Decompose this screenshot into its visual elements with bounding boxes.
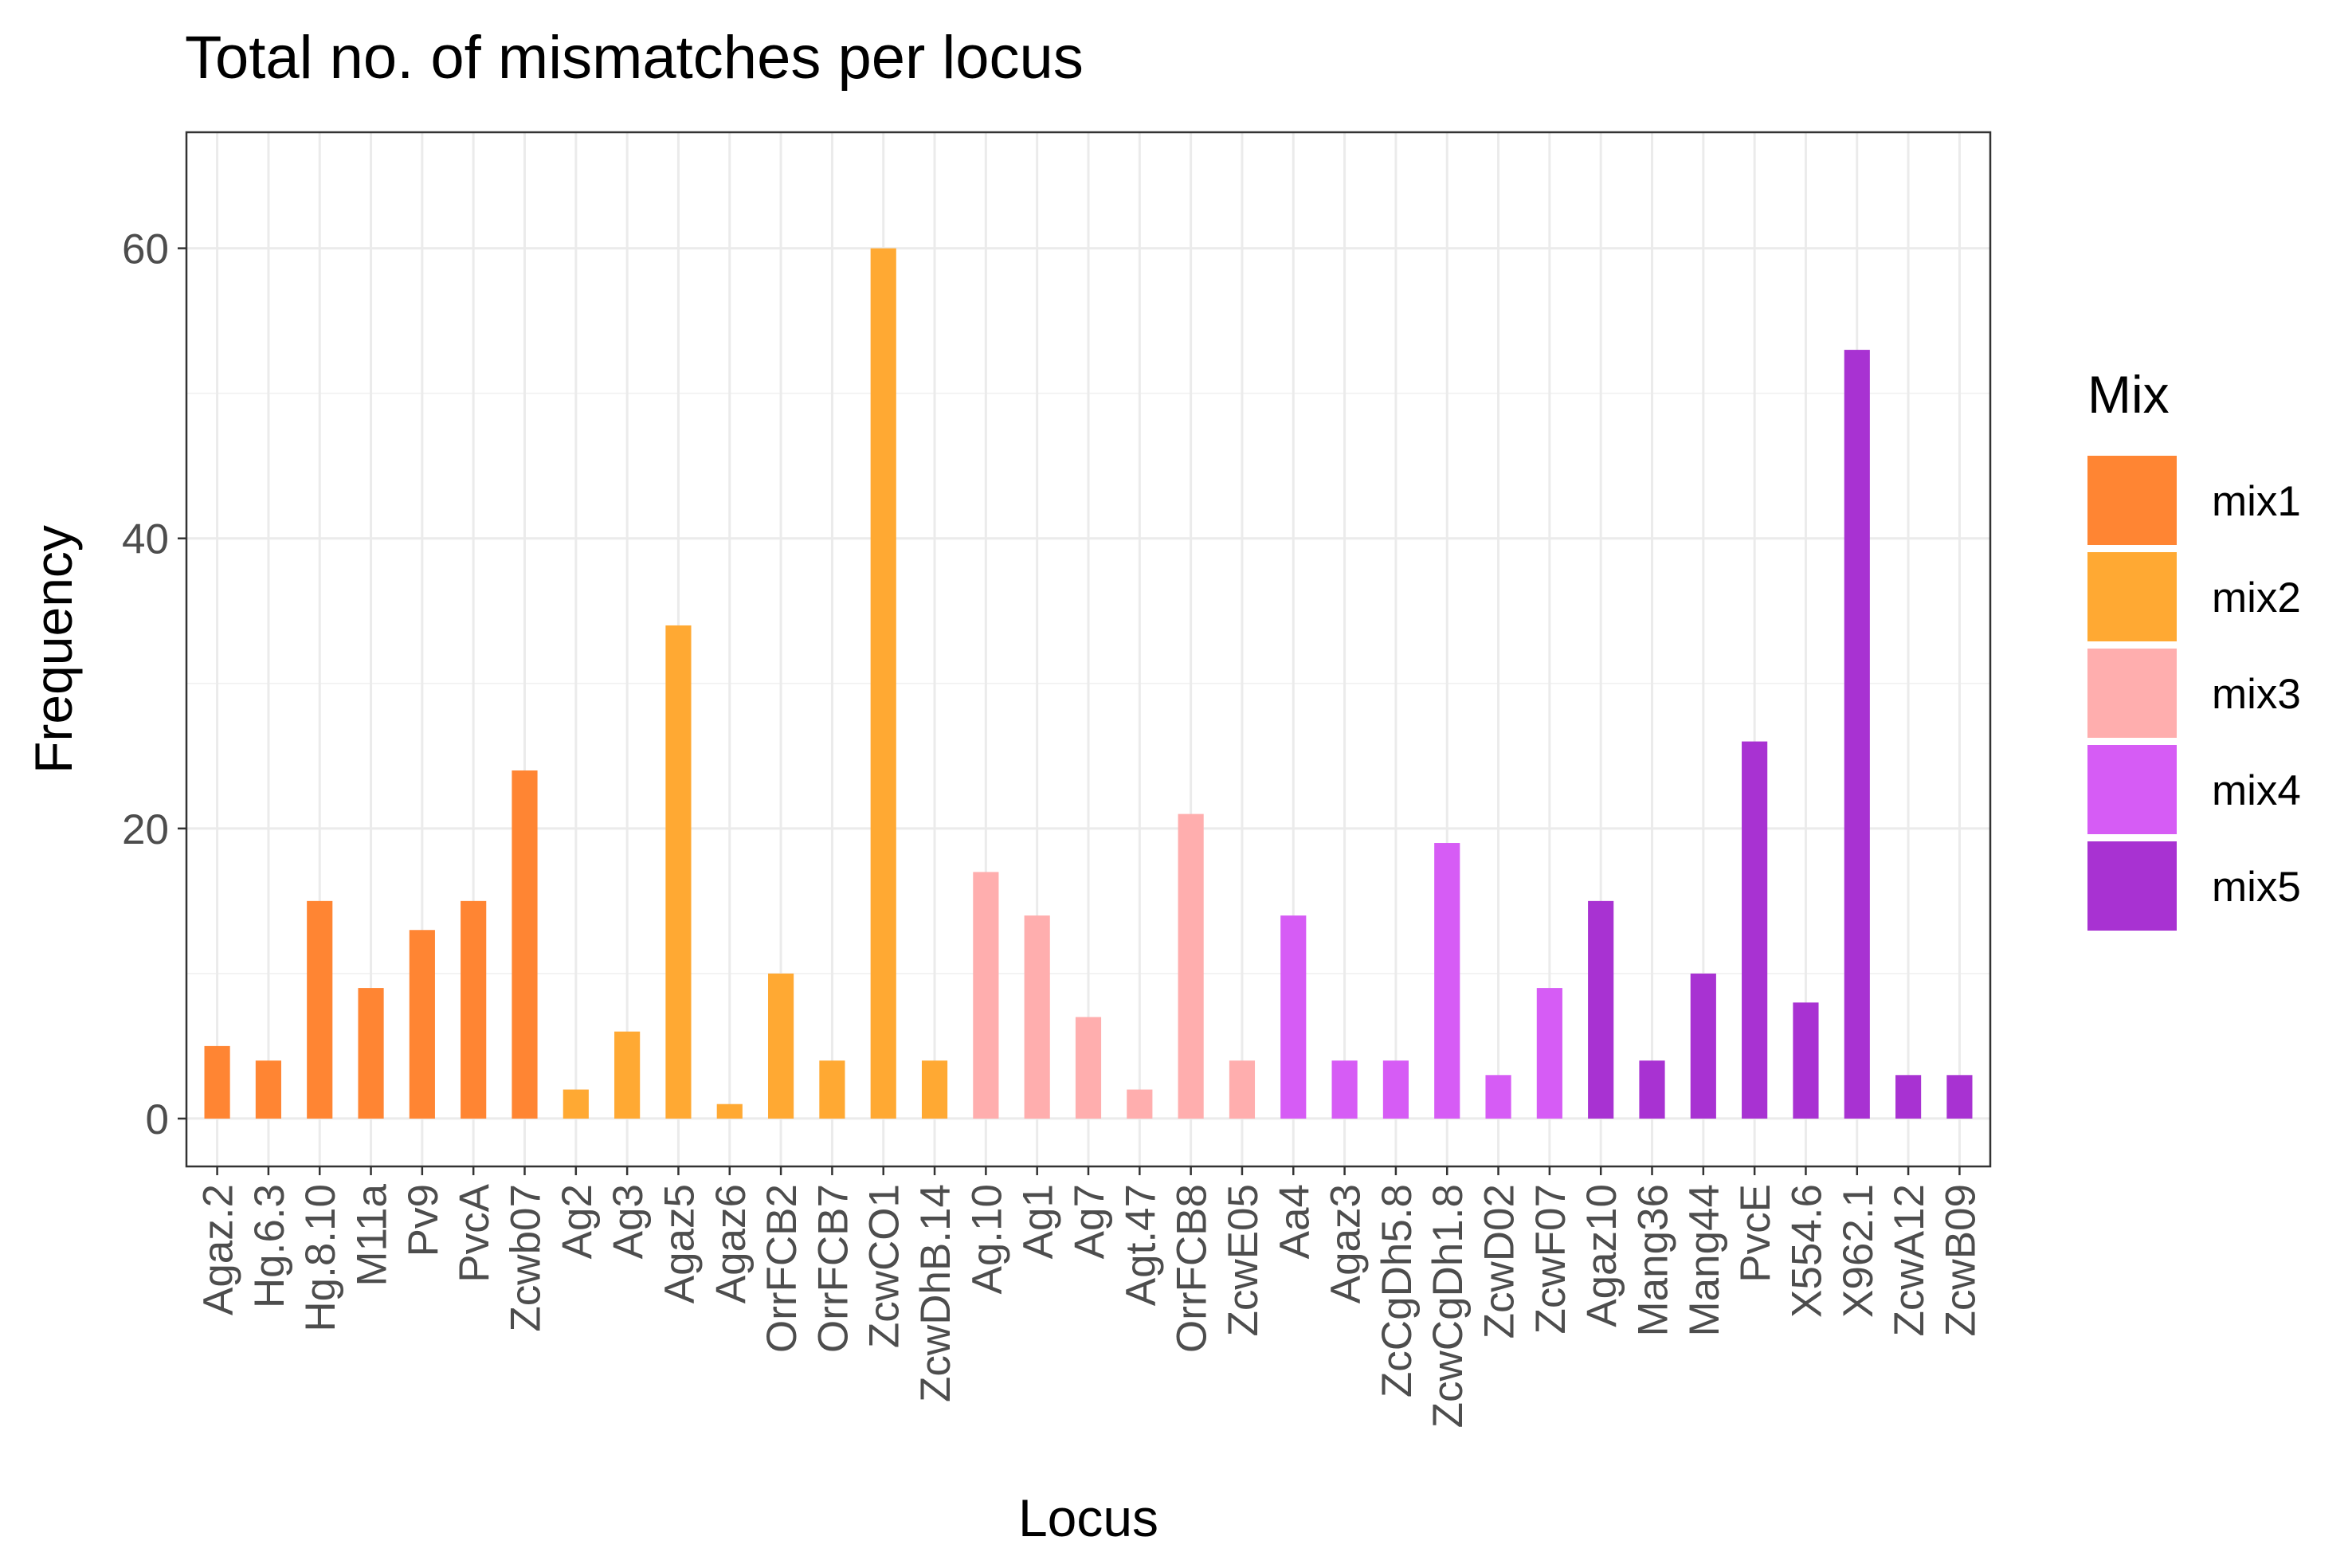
- bar: [716, 1103, 743, 1119]
- bar: [1127, 1089, 1153, 1119]
- bar: [409, 930, 435, 1119]
- bars: [204, 248, 1973, 1119]
- bar: [1742, 741, 1768, 1119]
- bar: [204, 1045, 230, 1119]
- legend-label: mix2: [2212, 574, 2301, 621]
- x-axis-title: Locus: [1018, 1488, 1158, 1547]
- legend-swatch: [2087, 456, 2177, 545]
- x-tick-label: M11a: [349, 1183, 396, 1286]
- legend-label: mix4: [2212, 767, 2301, 814]
- x-tick-label: Agaz6: [708, 1184, 755, 1303]
- x-tick-label: Agaz.2: [195, 1184, 242, 1315]
- bar: [870, 248, 896, 1119]
- x-tick-label: Ag3: [605, 1184, 652, 1259]
- legend-label: mix1: [2212, 478, 2301, 525]
- y-axis: 0 20 40 60: [122, 226, 186, 1143]
- y-tick-label: 20: [122, 806, 169, 853]
- x-tick-label: PvcE: [1732, 1184, 1779, 1283]
- y-tick-label: 60: [122, 226, 169, 273]
- bar: [1024, 915, 1050, 1119]
- x-tick-label: ZcwE05: [1220, 1184, 1267, 1336]
- legend-swatch: [2087, 649, 2177, 738]
- bar: [819, 1060, 845, 1119]
- bar: [1280, 915, 1307, 1119]
- bar: [973, 872, 999, 1119]
- x-tick-label: PvcA: [451, 1183, 498, 1282]
- bar: [1844, 350, 1870, 1119]
- bar: [921, 1060, 948, 1119]
- x-tick-label: ZcwDhB.14: [912, 1184, 959, 1402]
- x-tick-label: Ag7: [1066, 1184, 1113, 1259]
- x-tick-label: Ag2: [554, 1184, 601, 1259]
- legend-title: Mix: [2087, 365, 2170, 424]
- x-tick-label: Agt.47: [1117, 1184, 1164, 1306]
- bar: [1588, 900, 1614, 1119]
- x-tick-label: Agaz5: [656, 1184, 703, 1303]
- bar: [1793, 1002, 1819, 1119]
- bar: [1946, 1075, 1973, 1119]
- bar: [255, 1060, 281, 1119]
- bar: [461, 900, 487, 1119]
- bar: [512, 770, 538, 1119]
- x-tick-label: OrrFCB7: [809, 1184, 857, 1353]
- bar: [1229, 1060, 1256, 1119]
- bar: [307, 900, 333, 1119]
- y-tick-label: 40: [122, 516, 169, 563]
- x-tick-label: ZcwB09: [1937, 1184, 1984, 1336]
- x-tick-label: Agaz3: [1323, 1184, 1370, 1303]
- legend-label: mix5: [2212, 864, 2301, 911]
- bar: [768, 973, 794, 1119]
- legend-swatch: [2087, 745, 2177, 834]
- x-axis: Agaz.2 Hg.6.3 Hg.8.10 M11a Pv9 PvcA Zcwb07 Ag2 A…: [195, 1166, 1984, 1428]
- bar: [1639, 1060, 1665, 1119]
- y-tick-label: 0: [146, 1096, 169, 1143]
- bar: [614, 1031, 641, 1119]
- bar: [1331, 1060, 1358, 1119]
- x-tick-label: Aa4: [1271, 1184, 1318, 1259]
- bar: [665, 625, 692, 1119]
- x-tick-label: OrrFCB8: [1169, 1184, 1216, 1353]
- bar: [1178, 813, 1204, 1119]
- bar: [1075, 1017, 1102, 1119]
- y-axis-title: Frequency: [24, 525, 83, 774]
- x-tick-label: Hg.6.3: [246, 1184, 293, 1308]
- x-tick-label: ZcCgDh5.8: [1374, 1184, 1421, 1397]
- legend-swatch: [2087, 552, 2177, 641]
- x-tick-label: ZcwCgDh1.8: [1425, 1184, 1472, 1428]
- x-tick-label: X962.1: [1835, 1184, 1882, 1318]
- x-tick-label: OrrFCB2: [759, 1184, 806, 1353]
- x-tick-label: Pv9: [400, 1184, 447, 1256]
- x-tick-label: Ag.10: [963, 1184, 1010, 1295]
- legend-label: mix3: [2212, 671, 2301, 718]
- x-tick-label: Agaz10: [1578, 1184, 1625, 1327]
- bar: [358, 988, 384, 1119]
- x-tick-label: ZcwF07: [1527, 1184, 1574, 1334]
- legend: Mix mix1 mix2 mix3 mix4 mix5: [2087, 365, 2301, 931]
- x-tick-label: Hg.8.10: [297, 1184, 344, 1332]
- bar: [1536, 988, 1562, 1119]
- x-tick-label: Mang44: [1681, 1184, 1728, 1337]
- x-tick-label: ZcwCO1: [861, 1184, 908, 1348]
- bar: [1895, 1075, 1922, 1119]
- bar: [1690, 973, 1716, 1119]
- x-tick-label: ZcwD02: [1476, 1184, 1523, 1339]
- bar: [1485, 1075, 1511, 1119]
- x-tick-label: Mang36: [1630, 1184, 1677, 1337]
- x-tick-label: Zcwb07: [503, 1184, 550, 1332]
- plot-panel: [185, 131, 1992, 1168]
- bar: [1434, 843, 1460, 1119]
- x-tick-label: ZcwA12: [1886, 1184, 1933, 1336]
- legend-swatch: [2087, 841, 2177, 931]
- bar: [1382, 1060, 1409, 1119]
- x-tick-label: X554.6: [1783, 1184, 1830, 1318]
- bar: [563, 1089, 589, 1119]
- chart-title: Total no. of mismatches per locus: [185, 24, 1084, 92]
- x-tick-label: Ag1: [1015, 1184, 1062, 1259]
